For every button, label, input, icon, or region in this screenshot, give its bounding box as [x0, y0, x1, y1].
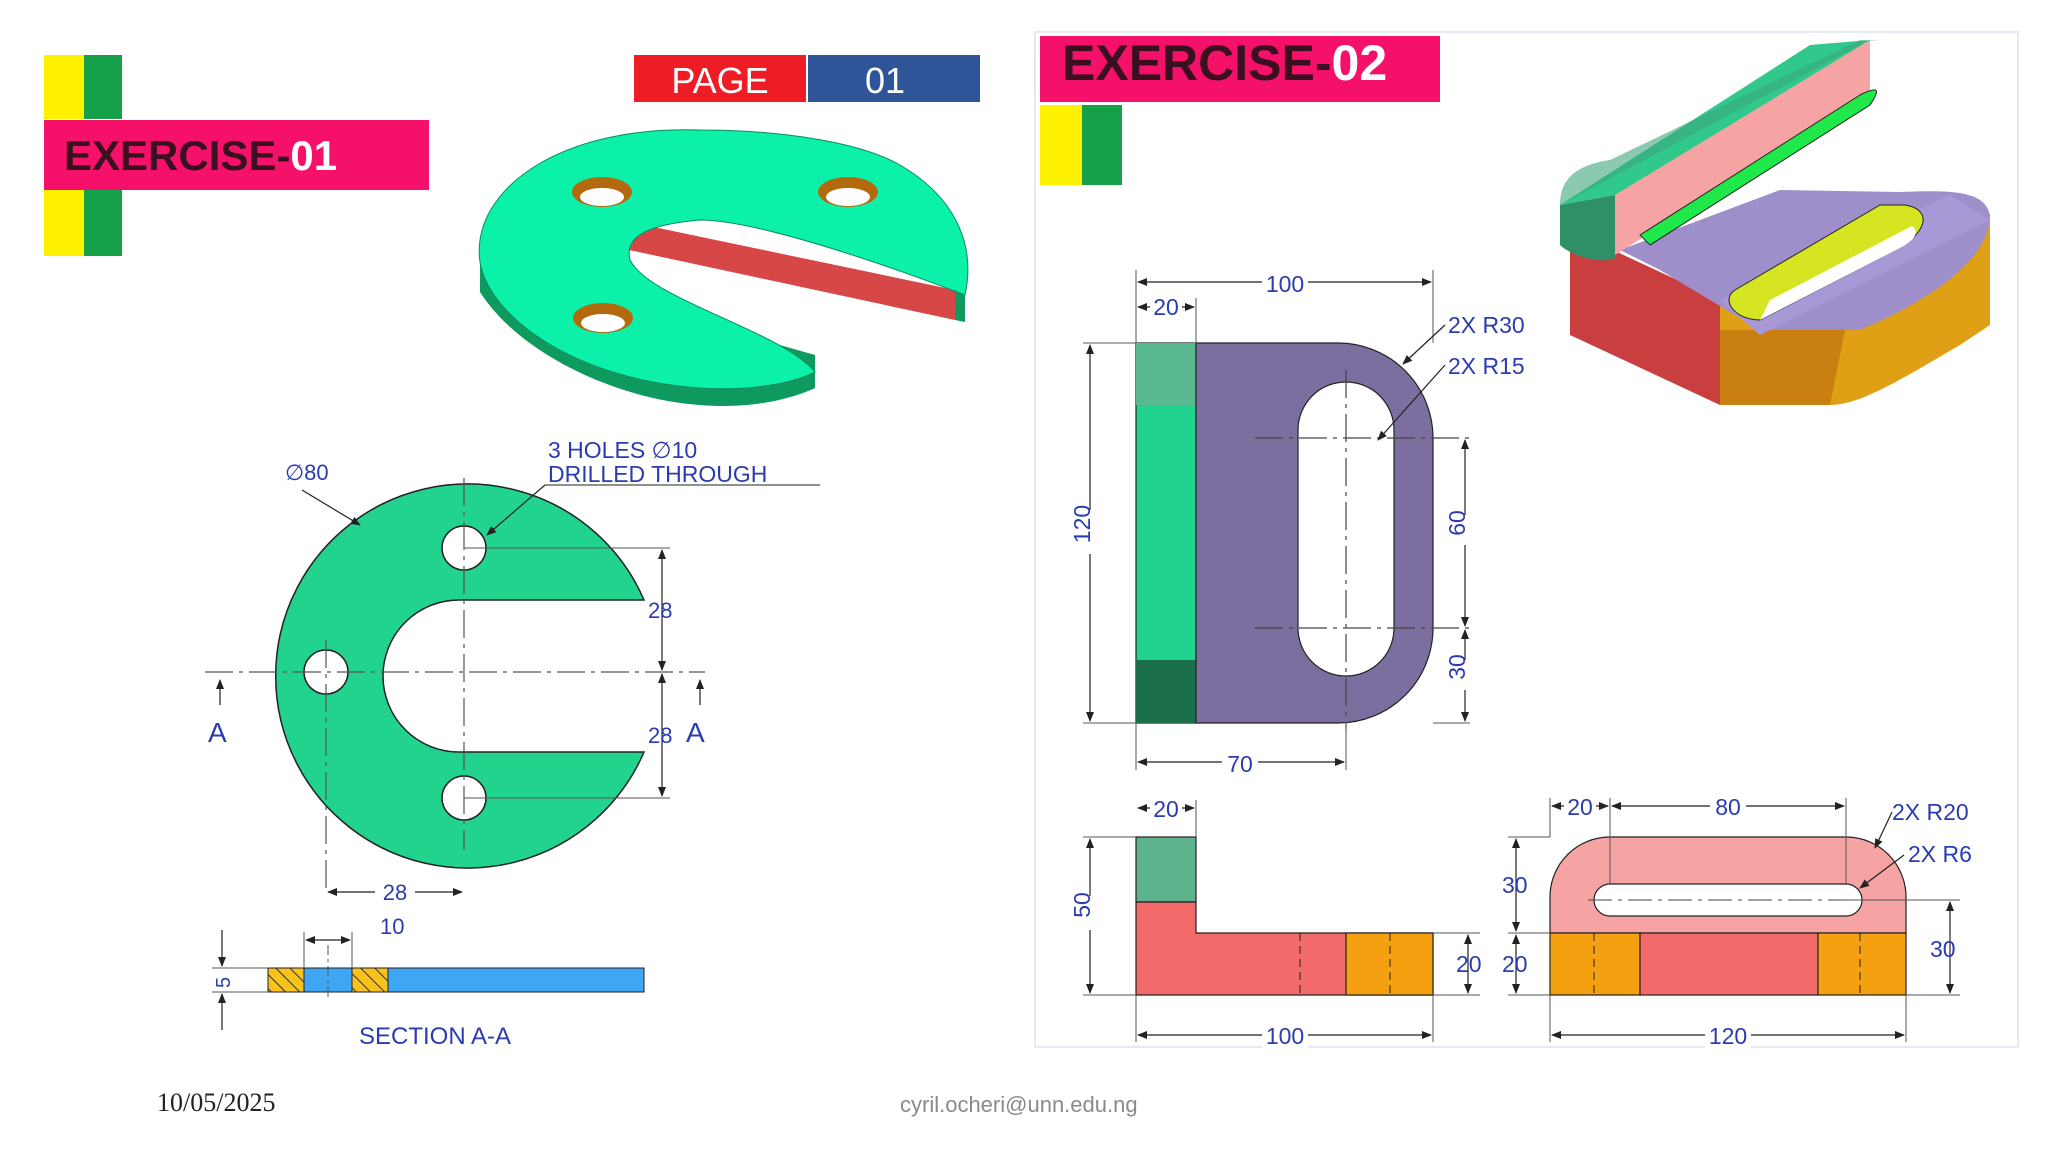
- note-2x-r6: 2X R6: [1908, 841, 1972, 867]
- page-number-box: [808, 55, 980, 102]
- holes-note-line1: 3 HOLES ∅10: [548, 437, 697, 463]
- dim-20-top: 20: [1153, 294, 1179, 320]
- exercise-02-title: EXERCISE-02: [1062, 35, 1387, 91]
- exercise-01-title: EXERCISE-01: [64, 132, 337, 179]
- part-2-end-view: 20 80 2X R20 2X R6 30 20 30 120: [1502, 794, 1972, 1049]
- isometric-part-1: [478, 129, 969, 407]
- exercise-02-panel: EXERCISE-02: [1034, 31, 2019, 1049]
- note-2x-r20: 2X R20: [1892, 799, 1969, 825]
- dim-28-upper: 28: [648, 598, 672, 623]
- footer-date: 10/05/2025: [157, 1088, 276, 1117]
- green-block-top: [84, 55, 122, 119]
- yellow-block-top: [44, 55, 84, 119]
- side-dim-20: 20: [1153, 796, 1179, 822]
- part-1-plan-view: 28 28 28 ∅80 3 HOLES ∅10 DRILLED THROUGH…: [205, 437, 820, 905]
- note-2x-r15: 2X R15: [1448, 353, 1525, 379]
- dim-70: 70: [1227, 751, 1253, 777]
- dim-60: 60: [1444, 510, 1470, 536]
- exercise-02-banner: [1040, 36, 1440, 102]
- section-mark-left: A: [208, 717, 227, 748]
- side-dim-50: 50: [1069, 892, 1095, 918]
- dim-100-top: 100: [1266, 271, 1304, 297]
- page-number: 01: [865, 60, 905, 101]
- section-a-a-label: SECTION A-A: [359, 1023, 511, 1050]
- part-2-front-view: 100 20 120 60 30 70 2X R30 2X R1: [1069, 268, 1525, 777]
- green-block-ex2: [1082, 105, 1122, 185]
- isometric-part-2: [1560, 40, 1990, 405]
- footer-email: cyril.ocheri@unn.edu.ng: [900, 1092, 1138, 1117]
- section-mark-right: A: [686, 717, 705, 748]
- dim-5: 5: [213, 977, 235, 988]
- dim-diameter-80: ∅80: [285, 460, 329, 485]
- end-dim-20-left: 20: [1502, 951, 1528, 977]
- end-dim-20: 20: [1567, 794, 1593, 820]
- dim-120: 120: [1069, 505, 1095, 543]
- end-dim-120: 120: [1709, 1023, 1747, 1049]
- page-label: PAGE: [671, 60, 768, 101]
- note-2x-r30: 2X R30: [1448, 312, 1525, 338]
- end-dim-80: 80: [1715, 794, 1741, 820]
- holes-note-line2: DRILLED THROUGH: [548, 461, 767, 487]
- end-dim-30-right: 30: [1930, 936, 1956, 962]
- section-a-a-view: 10 5 SECTION A-A: [212, 914, 645, 1050]
- green-block-bottom: [84, 190, 122, 256]
- exercise-01-banner: [44, 120, 429, 190]
- dim-28-lower: 28: [648, 723, 672, 748]
- side-dim-20-right: 20: [1456, 951, 1482, 977]
- part-2-side-view: 20 50 20 100: [1069, 796, 1482, 1049]
- page-label-box: [634, 55, 806, 102]
- dim-28-bottom: 28: [383, 880, 407, 905]
- dim-10: 10: [380, 914, 404, 939]
- yellow-block-bottom: [44, 190, 84, 256]
- side-dim-100: 100: [1266, 1023, 1304, 1049]
- dim-30-right: 30: [1444, 654, 1470, 680]
- end-dim-30-left: 30: [1502, 872, 1528, 898]
- exercise-01-panel: EXERCISE-01 PAGE 01: [44, 55, 980, 1050]
- yellow-block-ex2: [1040, 105, 1082, 185]
